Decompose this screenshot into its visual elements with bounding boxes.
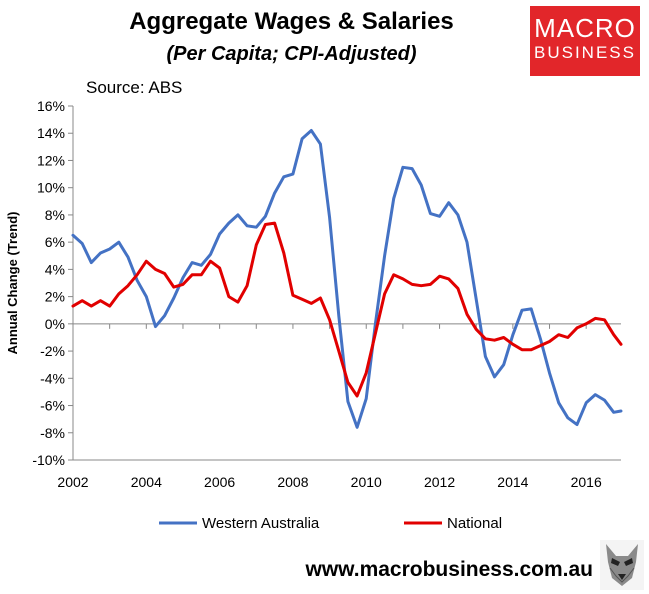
x-tick-label: 2006 [204, 474, 235, 490]
y-tick-label: 4% [45, 261, 65, 277]
series-line-western-australia [71, 129, 623, 429]
y-tick-label: 2% [45, 289, 65, 305]
x-tick-label: 2014 [497, 474, 528, 490]
x-tick-label: 2010 [351, 474, 382, 490]
x-tick-label: 2008 [277, 474, 308, 490]
y-axis-label: Annual Change (Trend) [5, 212, 20, 355]
y-tick-label: 8% [45, 207, 65, 223]
source-note: Source: ABS [86, 78, 183, 97]
y-tick-label: 10% [37, 180, 65, 196]
x-tick-label: 2016 [571, 474, 602, 490]
legend-label-western-australia: Western Australia [202, 515, 320, 532]
y-tick-label: 6% [45, 234, 65, 250]
y-tick-label: -2% [40, 343, 65, 359]
x-tick-label: 2002 [57, 474, 88, 490]
x-tick-label: 2012 [424, 474, 455, 490]
y-tick-label: 12% [37, 152, 65, 168]
y-tick-label: -6% [40, 398, 65, 414]
series-line-national [71, 221, 623, 398]
x-tick-label: 2004 [131, 474, 162, 490]
logo-line1: MACRO [534, 13, 636, 43]
logo-line2: BUSINESS [534, 43, 636, 62]
chart-title: Aggregate Wages & Salaries [129, 8, 454, 35]
legend-label-national: National [447, 515, 502, 532]
website-url: www.macrobusiness.com.au [305, 558, 593, 581]
y-tick-label: 14% [37, 125, 65, 141]
wolf-icon [600, 540, 644, 590]
y-tick-label: 0% [45, 316, 65, 332]
chart-subtitle: (Per Capita; CPI-Adjusted) [166, 43, 417, 65]
y-tick-label: -4% [40, 370, 65, 386]
y-tick-label: -10% [32, 452, 65, 468]
y-tick-label: -8% [40, 425, 65, 441]
macrobusiness-logo: MACRO BUSINESS [530, 6, 640, 76]
y-tick-label: 16% [37, 98, 65, 114]
